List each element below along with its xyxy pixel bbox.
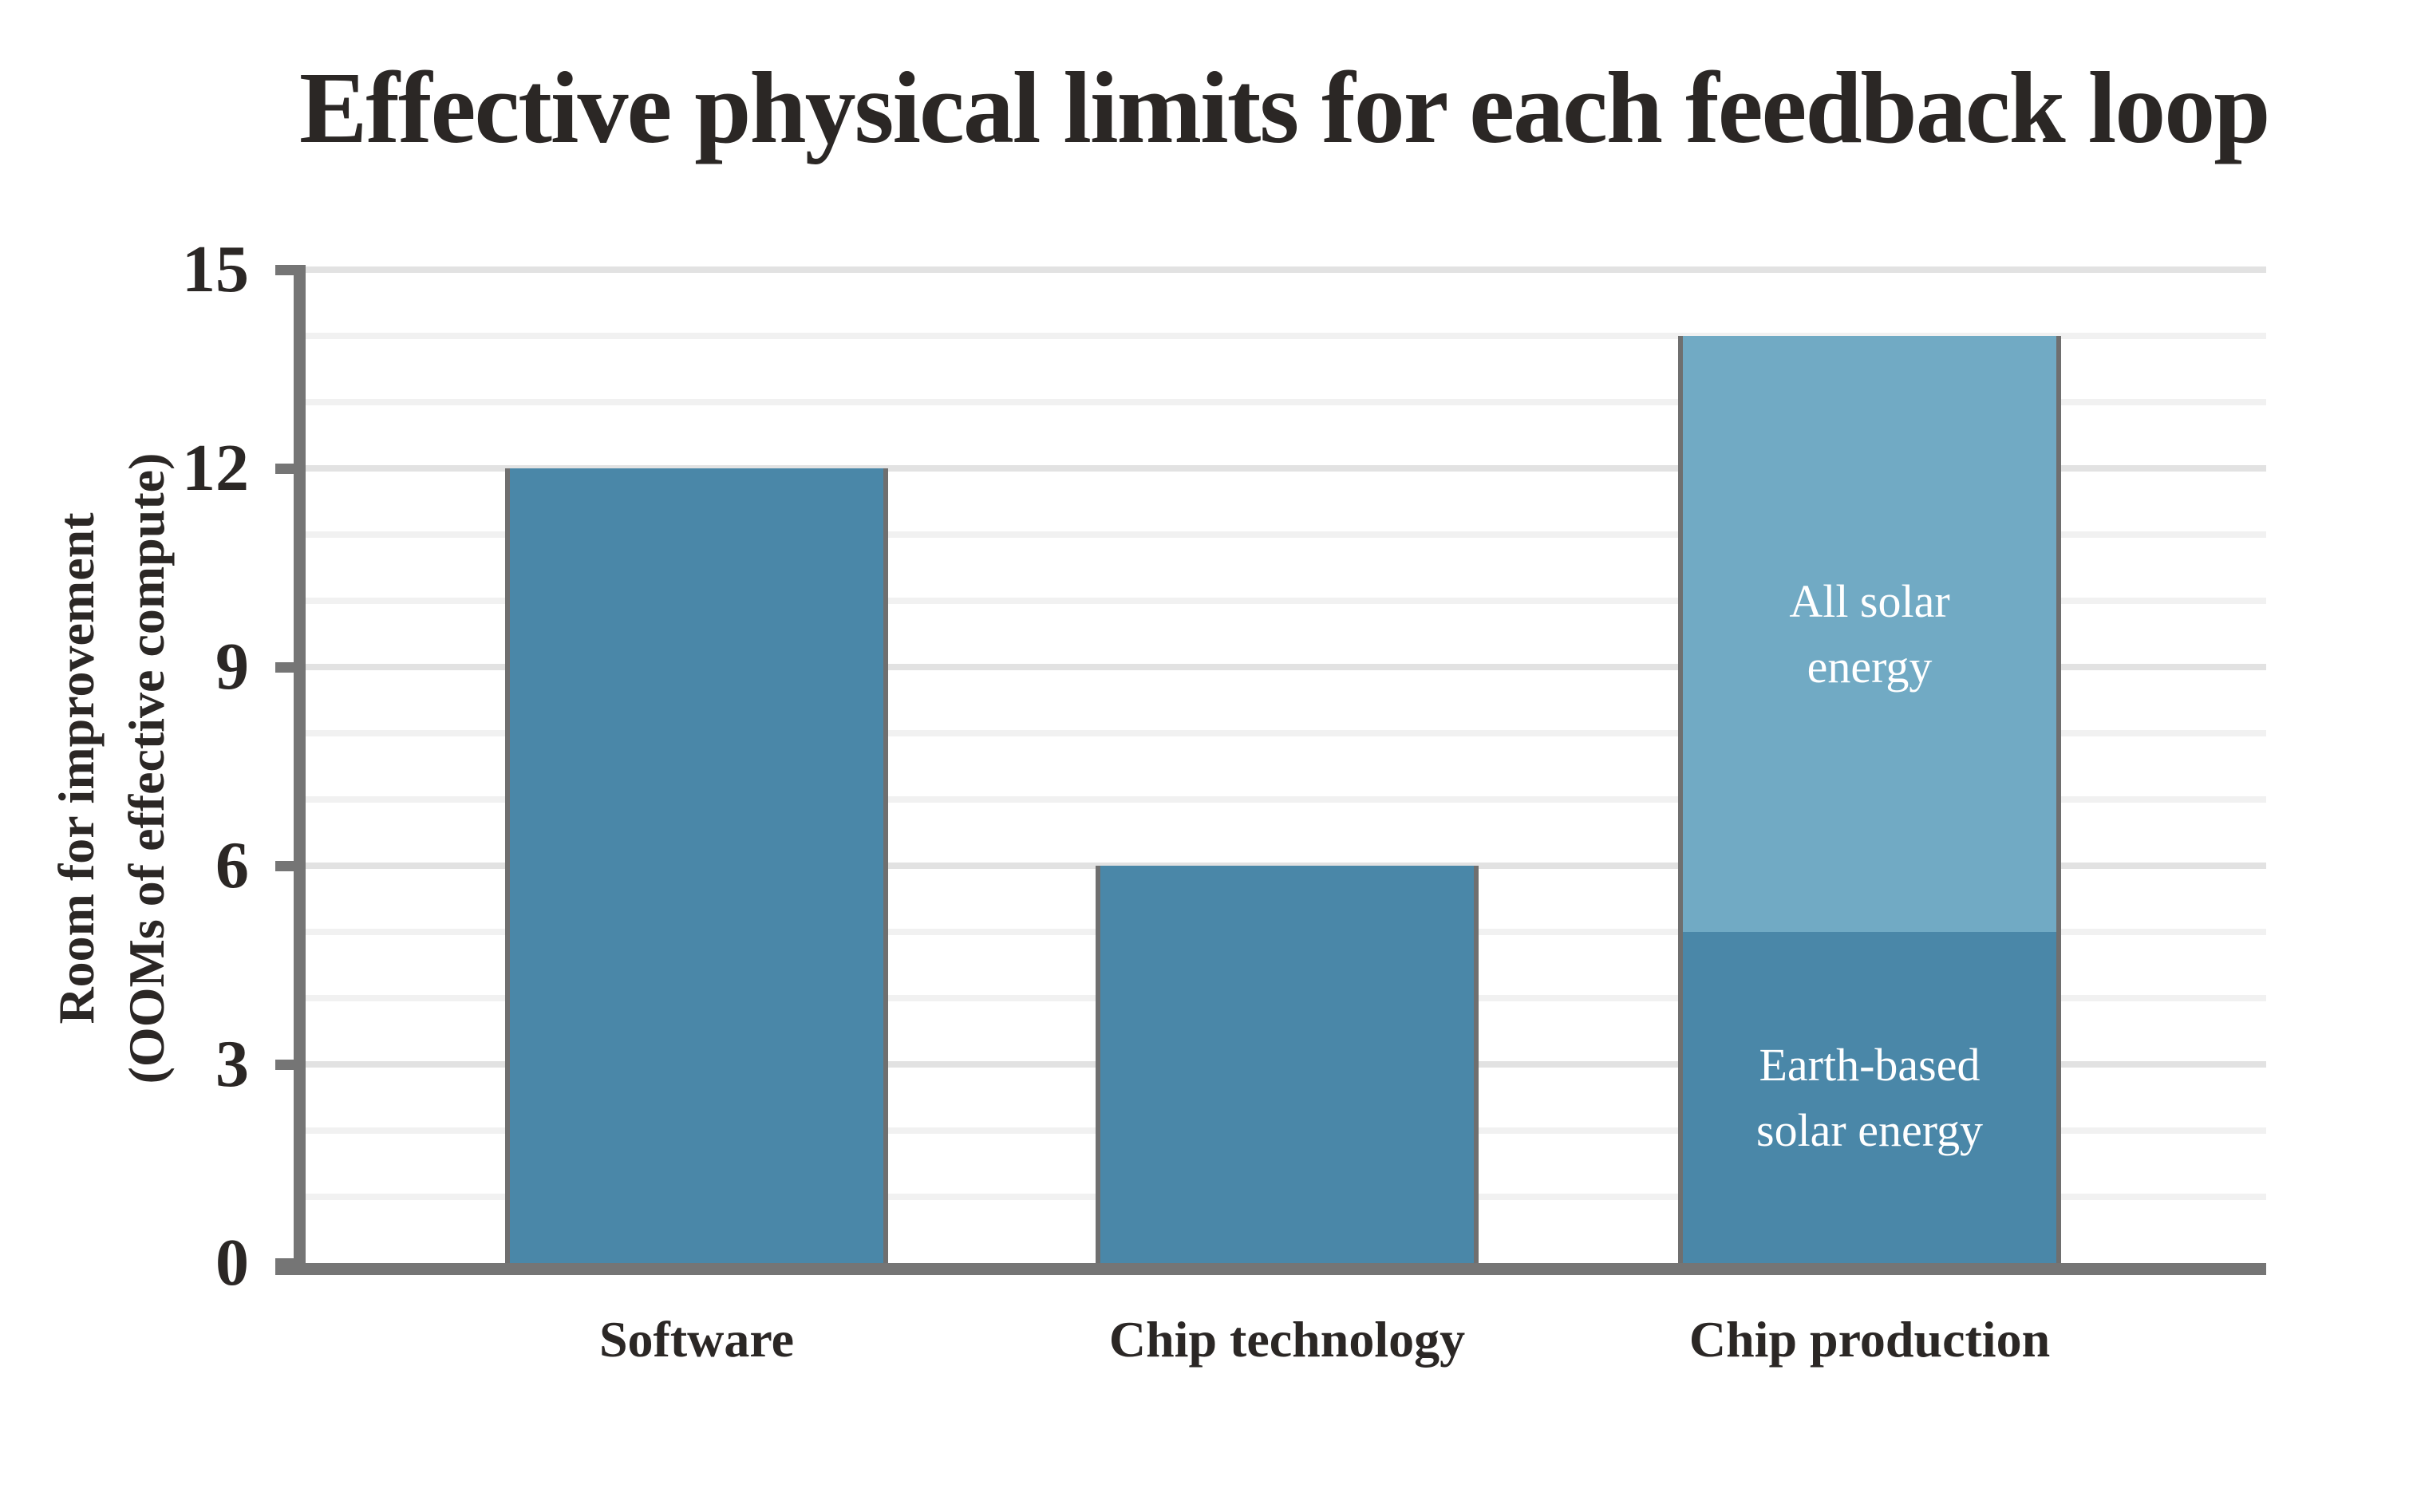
x-axis-label-chip-technology: Chip technology — [1108, 1311, 1466, 1368]
bar-segment-label-line: energy — [1807, 640, 1933, 693]
gridline-major — [306, 465, 2266, 472]
y-tick-label: 6 — [215, 828, 249, 902]
y-axis-line — [294, 266, 306, 1275]
y-tick-label: 0 — [215, 1226, 249, 1300]
y-tick-mark — [275, 662, 306, 673]
y-tick-label: 9 — [215, 630, 249, 704]
bar-segment-chip-production-0 — [1678, 932, 2061, 1263]
gridline-minor — [306, 333, 2266, 339]
gridline-minor — [306, 531, 2266, 538]
bar-segment-chip-production-1 — [1678, 336, 2061, 932]
gridline-minor — [306, 598, 2266, 604]
chart-title: Effective physical limits for each feedb… — [299, 51, 2270, 164]
bar-segment-software-0 — [505, 468, 888, 1263]
gridline-major — [306, 664, 2266, 670]
gridline-minor — [306, 399, 2266, 405]
gridline-minor — [306, 730, 2266, 736]
gridline-major — [306, 266, 2266, 273]
bar-segment-chip-technology-0 — [1096, 866, 1479, 1263]
x-axis-label-chip-production: Chip production — [1688, 1311, 2051, 1368]
y-tick-label: 15 — [182, 232, 249, 306]
y-tick-mark — [275, 464, 306, 474]
bar-segment-label: All solar energy — [1789, 569, 1949, 700]
x-axis-line — [275, 1263, 2266, 1275]
gridline-minor — [306, 796, 2266, 803]
y-tick-mark — [275, 861, 306, 871]
y-tick-label: 12 — [182, 431, 249, 505]
y-tick-mark — [275, 1060, 306, 1070]
y-tick-mark — [275, 265, 306, 275]
bar-segment-label-line: Earth-based — [1759, 1038, 1981, 1091]
bar-segment-label-line: solar energy — [1756, 1103, 1983, 1156]
bar-segment-label: Earth-based solar energy — [1756, 1032, 1983, 1163]
y-tick-label: 3 — [215, 1027, 249, 1101]
bar-segment-label-line: All solar — [1789, 574, 1950, 627]
x-axis-label-software: Software — [598, 1311, 795, 1368]
